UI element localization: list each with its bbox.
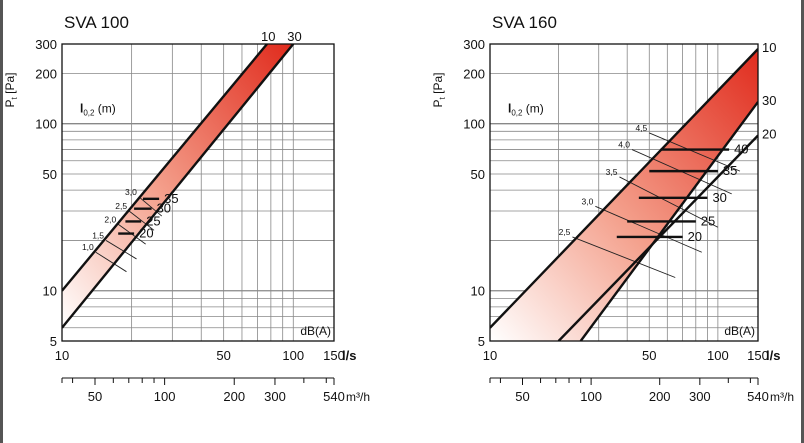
x-tick-label: 100: [707, 348, 729, 363]
throw-value-label: 2,5: [559, 227, 571, 237]
throw-value-label: 3,5: [606, 167, 618, 177]
x-tick-label: 150: [747, 348, 769, 363]
series-label: 30: [762, 93, 776, 108]
y-tick-label: 5: [50, 334, 57, 349]
noise-level-label: 35: [723, 163, 737, 178]
secondary-tick-label: 540: [747, 389, 769, 404]
x-tick-label: 50: [642, 348, 656, 363]
y-tick-label: 300: [463, 37, 485, 52]
throw-line: [572, 236, 676, 278]
x-tick-label: 10: [483, 348, 497, 363]
throw-value-label: 4,5: [635, 123, 647, 133]
secondary-tick-label: 100: [580, 389, 602, 404]
secondary-tick-label: 100: [154, 389, 176, 404]
band-group: [62, 44, 295, 329]
y-tick-label: 200: [35, 66, 57, 81]
noise-level-label: 35: [164, 191, 178, 206]
secondary-tick-label: 540: [323, 389, 345, 404]
y-tick-label: 50: [471, 167, 485, 182]
secondary-axis-label: m³/h: [346, 390, 370, 404]
noise-unit-label: dB(A): [724, 324, 755, 338]
secondary-tick-label: 200: [649, 389, 671, 404]
throw-legend-label: l0,2 (m): [80, 102, 116, 118]
noise-level-label: 25: [146, 213, 160, 228]
throw-value-label: 3,0: [582, 196, 594, 206]
x-tick-label: 10: [55, 348, 69, 363]
y-tick-label: 10: [43, 284, 57, 299]
throw-line: [128, 210, 155, 231]
throw-line: [649, 132, 741, 172]
x-axis-label: l/s: [766, 348, 780, 363]
series-line: [490, 48, 758, 329]
throw-value-label: 1,5: [92, 230, 104, 240]
y-tick-label: 100: [35, 117, 57, 132]
y-tick-label: 300: [35, 37, 57, 52]
secondary-tick-label: 200: [223, 389, 245, 404]
secondary-tick-label: 300: [264, 389, 286, 404]
throw-line: [138, 196, 163, 217]
secondary-tick-label: 300: [689, 389, 711, 404]
throw-line: [595, 205, 702, 253]
series-line: [62, 44, 268, 292]
throw-value-label: 3,0: [125, 187, 137, 197]
y-axis-label: Pt [Pa]: [3, 73, 19, 108]
gridlines: [61, 43, 335, 342]
throw-line: [95, 251, 127, 273]
series-label: 20: [762, 126, 776, 141]
throw-value-label: 2,0: [104, 214, 116, 224]
y-tick-label: 100: [463, 117, 485, 132]
noise-unit-label: dB(A): [300, 324, 331, 338]
throw-value-label: 1,0: [82, 242, 94, 252]
series-label: 30: [287, 29, 301, 44]
y-tick-label: 50: [43, 167, 57, 182]
y-tick-label: 5: [478, 334, 485, 349]
y-tick-label: 200: [463, 66, 485, 81]
noise-level-label: 25: [701, 213, 715, 228]
band-group: [490, 44, 758, 341]
y-tick-label: 10: [471, 284, 485, 299]
x-tick-label: 50: [216, 348, 230, 363]
throw-legend-label: l0,2 (m): [508, 102, 544, 118]
noise-level-label: 30: [157, 201, 171, 216]
chart-title: SVA 100: [64, 13, 129, 32]
x-tick-label: 100: [282, 348, 304, 363]
secondary-tick-label: 50: [88, 389, 102, 404]
series-line: [62, 44, 295, 329]
throw-line: [105, 240, 137, 260]
noise-level-label: 20: [139, 226, 153, 241]
left-edge-divider: [0, 0, 3, 443]
plot-frame: [489, 43, 759, 342]
noise-level-label: 40: [734, 142, 748, 157]
series-label: 10: [261, 29, 275, 44]
series-line: [579, 101, 758, 341]
secondary-axis-label: m³/h: [770, 390, 794, 404]
y-axis-label: Pt [Pa]: [431, 73, 447, 108]
chart-title: SVA 160: [492, 13, 557, 32]
throw-value-label: 4,0: [618, 140, 630, 150]
noise-level-label: 30: [712, 190, 726, 205]
right-edge-divider: [801, 0, 804, 443]
plot-frame: [61, 43, 335, 342]
secondary-tick-label: 50: [515, 389, 529, 404]
noise-level-label: 20: [688, 229, 702, 244]
x-axis-label: l/s: [342, 348, 356, 363]
throw-value-label: 2,5: [115, 201, 127, 211]
throw-line: [619, 176, 719, 228]
x-tick-label: 150: [323, 348, 345, 363]
operating-band: [490, 44, 758, 341]
series-label: 10: [762, 40, 776, 55]
